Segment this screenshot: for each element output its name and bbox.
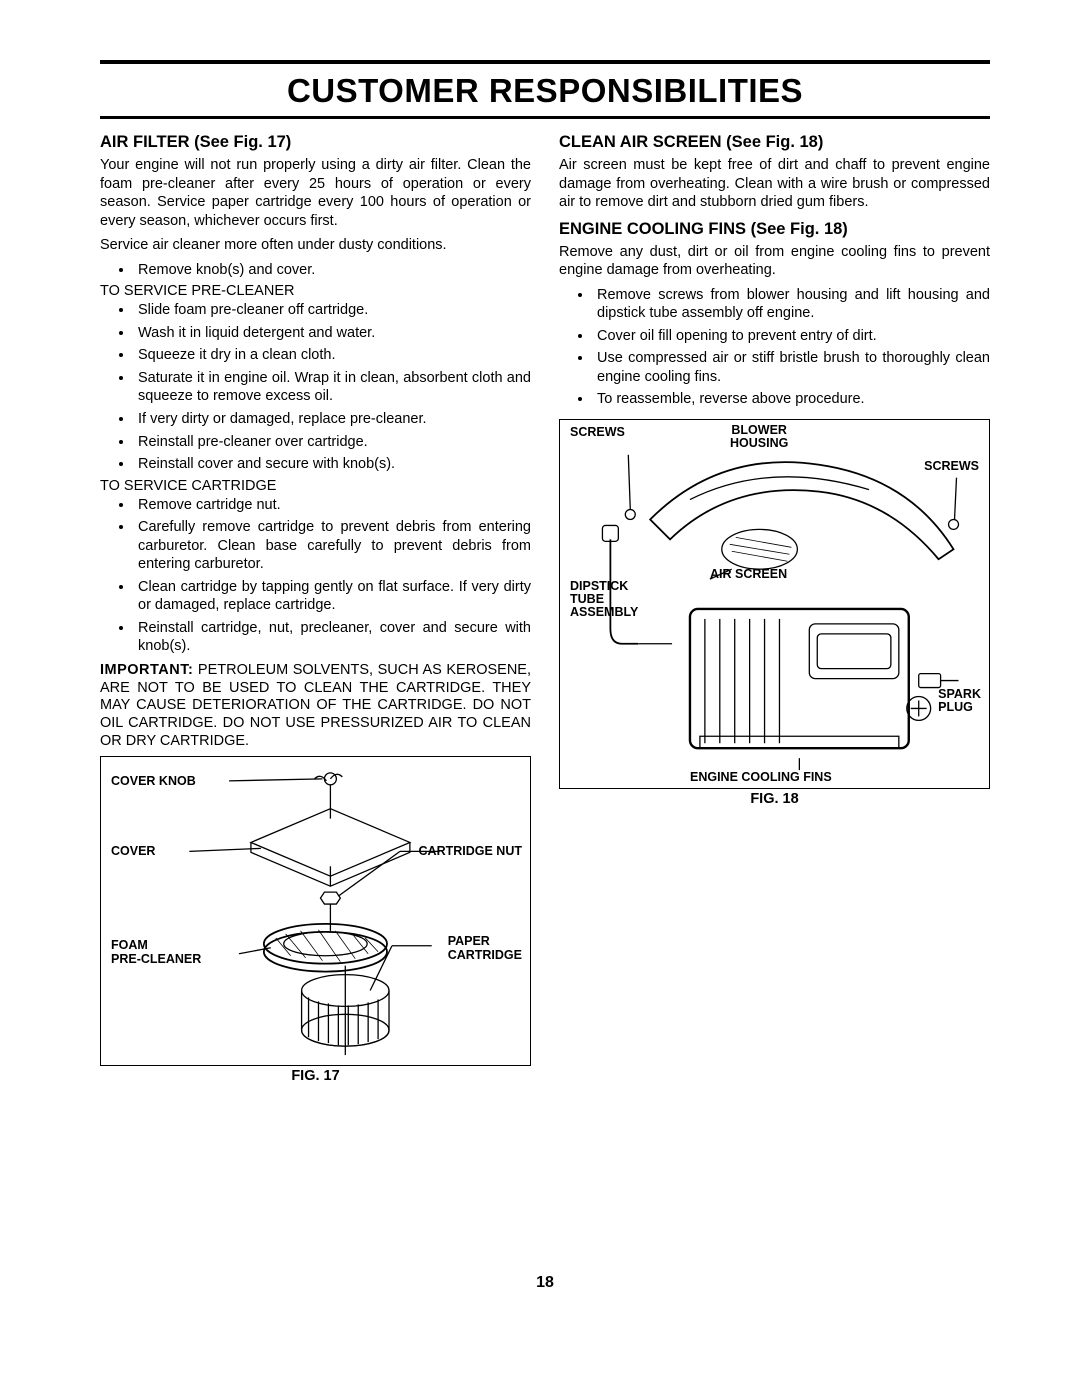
air-filter-heading: AIR FILTER (See Fig. 17): [100, 133, 531, 152]
fig17-label-foam-pre-cleaner: FOAM PRE-CLEANER: [111, 939, 201, 965]
service-cartridge-subhead: TO SERVICE CARTRIDGE: [100, 478, 531, 494]
list-item: Wash it in liquid detergent and water.: [134, 324, 531, 343]
fig17-label-cartridge-nut: CARTRIDGE NUT: [419, 845, 522, 858]
clean-air-screen-heading: CLEAN AIR SCREEN (See Fig. 18): [559, 133, 990, 152]
figure-18-box: SCREWS BLOWER HOUSING SCREWS AIR SCREEN …: [559, 419, 990, 789]
list-item: Reinstall cartridge, nut, precleaner, co…: [134, 619, 531, 656]
service-pre-cleaner-subhead: TO SERVICE PRE-CLEANER: [100, 283, 531, 299]
clean-air-screen-para: Air screen must be kept free of dirt and…: [559, 156, 990, 212]
list-item: Remove cartridge nut.: [134, 496, 531, 515]
list-item: Slide foam pre-cleaner off cartridge.: [134, 301, 531, 320]
list-item: Saturate it in engine oil. Wrap it in cl…: [134, 369, 531, 406]
list-item: Reinstall pre-cleaner over cartridge.: [134, 433, 531, 452]
figure-18-caption: FIG. 18: [559, 791, 990, 807]
page-title: CUSTOMER RESPONSIBILITIES: [100, 60, 990, 119]
fig18-label-blower-housing: BLOWER HOUSING: [730, 424, 788, 450]
air-filter-intro-2: Service air cleaner more often under dus…: [100, 236, 531, 255]
engine-cooling-fins-para: Remove any dust, dirt or oil from engine…: [559, 243, 990, 280]
fig18-label-spark-plug: SPARK PLUG: [938, 688, 981, 714]
fig17-label-cover: COVER: [111, 845, 155, 858]
list-item: Remove knob(s) and cover.: [134, 261, 531, 280]
remove-knobs-list: Remove knob(s) and cover.: [100, 261, 531, 280]
cartridge-steps: Remove cartridge nut. Carefully remove c…: [100, 496, 531, 656]
fig18-label-air-screen: AIR SCREEN: [710, 568, 787, 581]
list-item: Cover oil fill opening to prevent entry …: [593, 327, 990, 346]
figure-17-caption: FIG. 17: [100, 1068, 531, 1084]
list-item: Use compressed air or stiff bristle brus…: [593, 349, 990, 386]
list-item: Carefully remove cartridge to prevent de…: [134, 518, 531, 574]
list-item: If very dirty or damaged, replace pre-cl…: [134, 410, 531, 429]
important-note: IMPORTANT: PETROLEUM SOLVENTS, SUCH AS K…: [100, 662, 531, 750]
figure-17-box: COVER KNOB COVER CARTRIDGE NUT FOAM PRE-…: [100, 756, 531, 1066]
important-label: IMPORTANT:: [100, 662, 193, 678]
cooling-fins-steps: Remove screws from blower housing and li…: [559, 286, 990, 409]
list-item: To reassemble, reverse above procedure.: [593, 390, 990, 409]
list-item: Squeeze it dry in a clean cloth.: [134, 346, 531, 365]
list-item: Clean cartridge by tapping gently on fla…: [134, 578, 531, 615]
list-item: Remove screws from blower housing and li…: [593, 286, 990, 323]
pre-cleaner-steps: Slide foam pre-cleaner off cartridge. Wa…: [100, 301, 531, 473]
left-column: AIR FILTER (See Fig. 17) Your engine wil…: [100, 133, 531, 1084]
fig18-label-engine-cooling-fins: ENGINE COOLING FINS: [690, 771, 832, 784]
fig17-label-paper-cartridge: PAPER CARTRIDGE: [448, 935, 522, 961]
page-number: 18: [100, 1274, 990, 1292]
list-item: Reinstall cover and secure with knob(s).: [134, 455, 531, 474]
figure-17-svg: [101, 757, 530, 1065]
engine-cooling-fins-heading: ENGINE COOLING FINS (See Fig. 18): [559, 220, 990, 239]
air-filter-intro-1: Your engine will not run properly using …: [100, 156, 531, 230]
fig18-label-screws-right: SCREWS: [924, 460, 979, 473]
content-columns: AIR FILTER (See Fig. 17) Your engine wil…: [100, 133, 990, 1084]
fig18-label-screws-left: SCREWS: [570, 426, 625, 439]
fig18-label-dipstick: DIPSTICK TUBE ASSEMBLY: [570, 580, 638, 619]
fig17-label-cover-knob: COVER KNOB: [111, 775, 196, 788]
right-column: CLEAN AIR SCREEN (See Fig. 18) Air scree…: [559, 133, 990, 807]
